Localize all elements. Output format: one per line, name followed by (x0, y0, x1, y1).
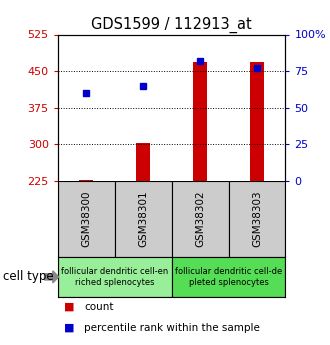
Text: cell type: cell type (3, 270, 54, 283)
Text: follicular dendritic cell-en
riched splenocytes: follicular dendritic cell-en riched sple… (61, 267, 168, 287)
Bar (250, 62, 264, 181)
Bar (58, 181, 115, 257)
Text: follicular dendritic cell-de
pleted splenocytes: follicular dendritic cell-de pleted sple… (175, 267, 282, 287)
Bar (58, 257, 172, 297)
Text: percentile rank within the sample: percentile rank within the sample (84, 323, 260, 333)
Bar (136, 144, 150, 181)
Text: GSM38300: GSM38300 (81, 191, 91, 247)
Bar (79, 180, 93, 181)
Text: GSM38301: GSM38301 (138, 191, 148, 247)
Text: GSM38303: GSM38303 (252, 191, 262, 247)
Text: ■: ■ (64, 323, 75, 333)
Bar (172, 181, 228, 257)
Text: count: count (84, 302, 114, 312)
Text: ■: ■ (64, 302, 75, 312)
Title: GDS1599 / 112913_at: GDS1599 / 112913_at (91, 17, 252, 33)
Text: GSM38302: GSM38302 (195, 191, 205, 247)
Bar (228, 181, 285, 257)
Bar (172, 257, 285, 297)
Bar (193, 62, 207, 181)
Bar (115, 181, 172, 257)
